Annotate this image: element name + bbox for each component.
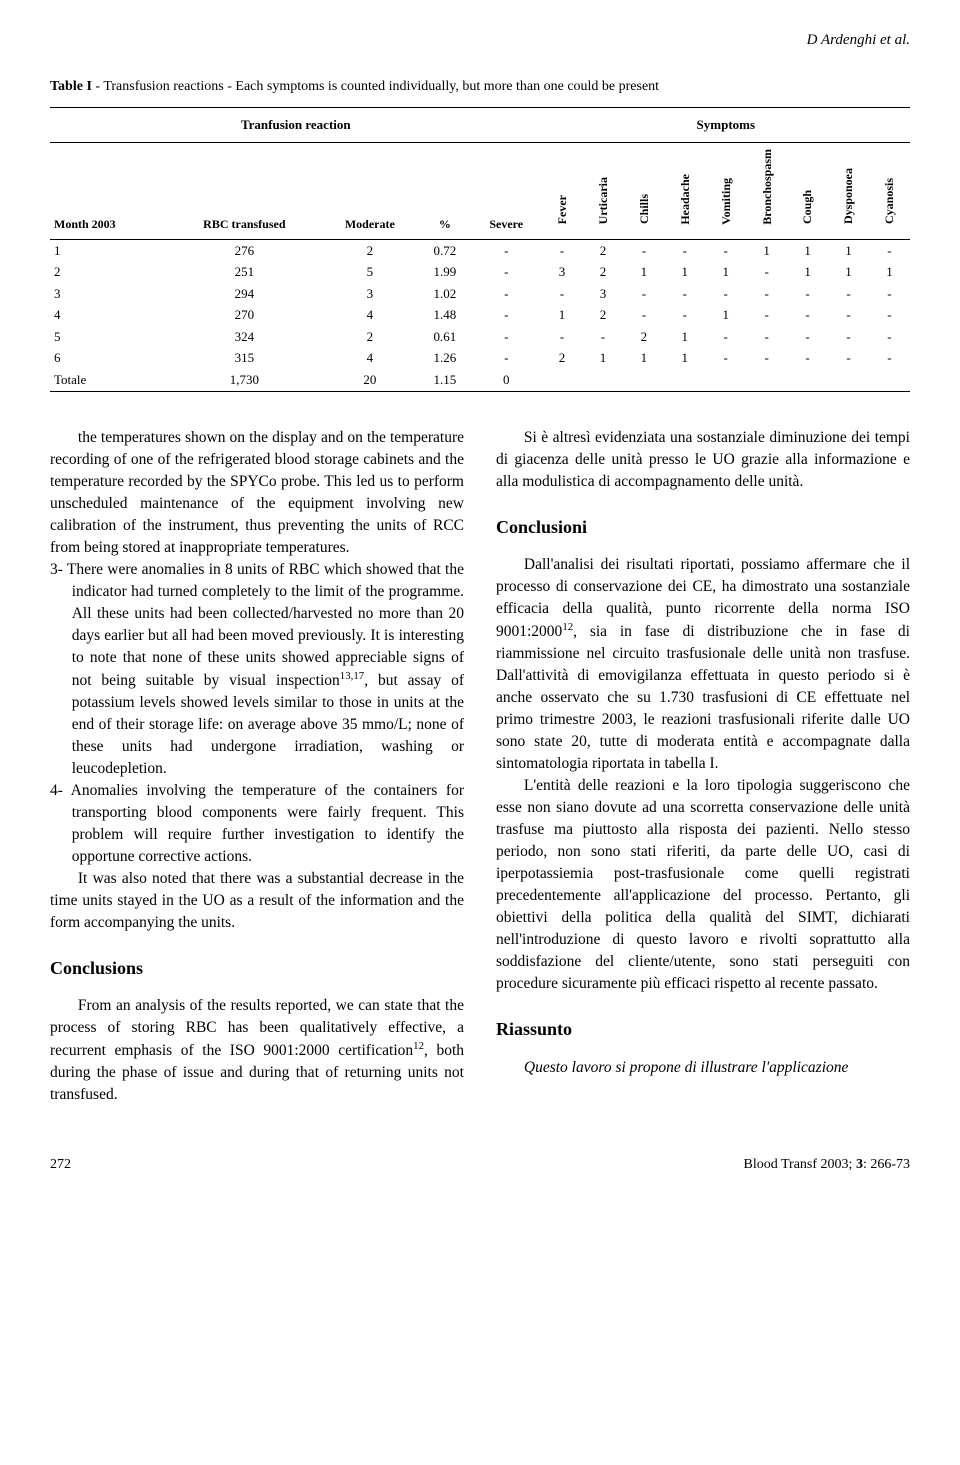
table-row: Totale1,730201.150 [50,369,910,391]
col-cough: Cough [799,186,815,228]
table-row: 225151.99-32111-111 [50,261,910,283]
table-row: 329431.02--3------- [50,283,910,305]
right-p3: L'entità delle reazioni e la loro tipolo… [496,775,910,995]
table-caption: Table I - Transfusion reactions - Each s… [50,78,910,97]
page-number: 272 [50,1156,71,1175]
col-vomiting: Vomiting [718,174,734,229]
table-row: 631541.26-2111----- [50,347,910,369]
right-column: Si è altresì evidenziata una sostanziale… [496,427,910,1107]
col-chills: Chills [636,190,652,228]
col-rbc: RBC transfused [168,143,321,239]
col-moderate: Moderate [321,143,419,239]
table-row: 532420.61---21----- [50,326,910,348]
col-bronchospasm: Bronchospasm [759,145,775,229]
transfusion-table: Tranfusion reaction Symptoms Month 2003 … [50,107,910,391]
col-severe: Severe [471,143,542,239]
table-row: 427041.48-12--1---- [50,304,910,326]
left-p3: 4- Anomalies involving the temperature o… [50,780,464,868]
col-dysponoea: Dysponoea [840,164,856,228]
col-urticaria: Urticaria [595,173,611,228]
author-byline: D Ardenghi et al. [50,30,910,50]
left-p5: From an analysis of the results reported… [50,995,464,1106]
col-month: Month 2003 [50,143,168,239]
super-header-right: Symptoms [542,108,910,142]
right-p4: Questo lavoro si propone di illustrare l… [496,1057,910,1079]
left-column: the temperatures shown on the display an… [50,427,464,1107]
conclusions-heading-en: Conclusions [50,956,464,982]
col-pct: % [419,143,471,239]
journal-citation: Blood Transf 2003; 3: 266-73 [744,1156,910,1175]
riassunto-heading: Riassunto [496,1017,910,1043]
left-p2: 3- There were anomalies in 8 units of RB… [50,559,464,780]
left-p4: It was also noted that there was a subst… [50,868,464,934]
left-p1: the temperatures shown on the display an… [50,427,464,559]
table-row: 127620.72--2---111- [50,240,910,262]
body-columns: the temperatures shown on the display an… [50,427,910,1107]
conclusioni-heading-it: Conclusioni [496,515,910,541]
right-p2: Dall'analisi dei risultati riportati, po… [496,554,910,775]
super-header-left: Tranfusion reaction [50,108,542,142]
col-fever: Fever [554,191,570,228]
col-headache: Headache [677,170,693,229]
right-p1: Si è altresì evidenziata una sostanziale… [496,427,910,493]
col-cyanosis: Cyanosis [881,174,897,228]
page-footer: 272 Blood Transf 2003; 3: 266-73 [50,1156,910,1175]
